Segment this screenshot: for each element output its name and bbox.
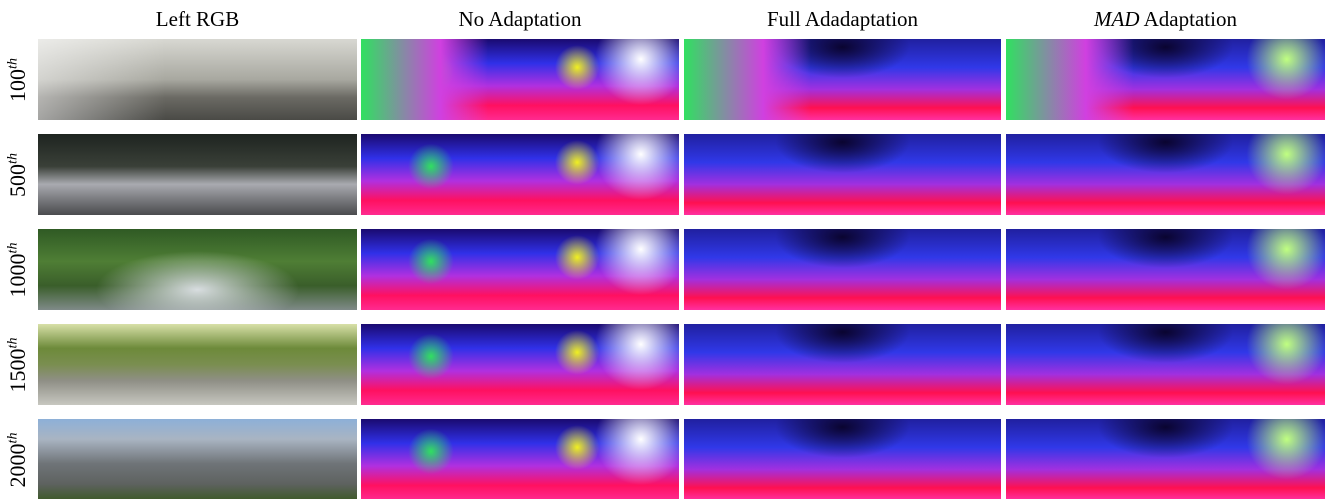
rgb-image xyxy=(38,419,357,499)
disparity-map xyxy=(1006,419,1325,499)
figure: Left RGB No Adaptation Full Adadaptation MA… xyxy=(0,0,1325,499)
disparity-map xyxy=(361,419,679,499)
column-header-text: Adaptation xyxy=(1144,7,1237,31)
column-header-text: Full Adadaptation xyxy=(767,7,918,31)
row-number: 2000 xyxy=(5,443,30,487)
row-suffix: th xyxy=(6,432,21,443)
disparity-map xyxy=(361,229,679,310)
rgb-image xyxy=(38,324,357,405)
row-label: 2000th xyxy=(0,419,36,499)
column-header-text: No Adaptation xyxy=(458,7,581,31)
disparity-map xyxy=(361,39,679,120)
disparity-map xyxy=(1006,39,1325,120)
row-label: 100th xyxy=(0,39,36,120)
row-label: 1000th xyxy=(0,229,36,310)
disparity-map xyxy=(684,419,1001,499)
column-header: MAD Adaptation xyxy=(1006,4,1325,34)
row-number: 1000 xyxy=(5,253,30,297)
disparity-map xyxy=(684,324,1001,405)
row-label: 1500th xyxy=(0,324,36,405)
rgb-image xyxy=(38,39,357,120)
disparity-map xyxy=(1006,134,1325,215)
row-suffix: th xyxy=(6,242,21,253)
row-suffix: th xyxy=(6,337,21,348)
row-label-text: 1000th xyxy=(5,242,31,297)
row-label-text: 2000th xyxy=(5,432,31,487)
disparity-map xyxy=(684,39,1001,120)
column-header: No Adaptation xyxy=(361,4,679,34)
column-header-text: Left RGB xyxy=(156,7,239,31)
row-suffix: th xyxy=(6,58,21,69)
disparity-map xyxy=(1006,324,1325,405)
column-header: Left RGB xyxy=(38,4,357,34)
disparity-map xyxy=(684,229,1001,310)
column-header-emphasis: MAD xyxy=(1094,7,1140,31)
disparity-map xyxy=(684,134,1001,215)
disparity-map xyxy=(361,134,679,215)
rgb-image xyxy=(38,134,357,215)
row-number: 1500 xyxy=(5,348,30,392)
rgb-image xyxy=(38,229,357,310)
row-label: 500th xyxy=(0,134,36,215)
row-number: 100 xyxy=(5,68,30,101)
row-label-text: 1500th xyxy=(5,337,31,392)
row-label-text: 500th xyxy=(5,153,31,197)
column-header: Full Adadaptation xyxy=(684,4,1001,34)
disparity-map xyxy=(1006,229,1325,310)
disparity-map xyxy=(361,324,679,405)
row-suffix: th xyxy=(6,153,21,164)
row-label-text: 100th xyxy=(5,58,31,102)
row-number: 500 xyxy=(5,163,30,196)
